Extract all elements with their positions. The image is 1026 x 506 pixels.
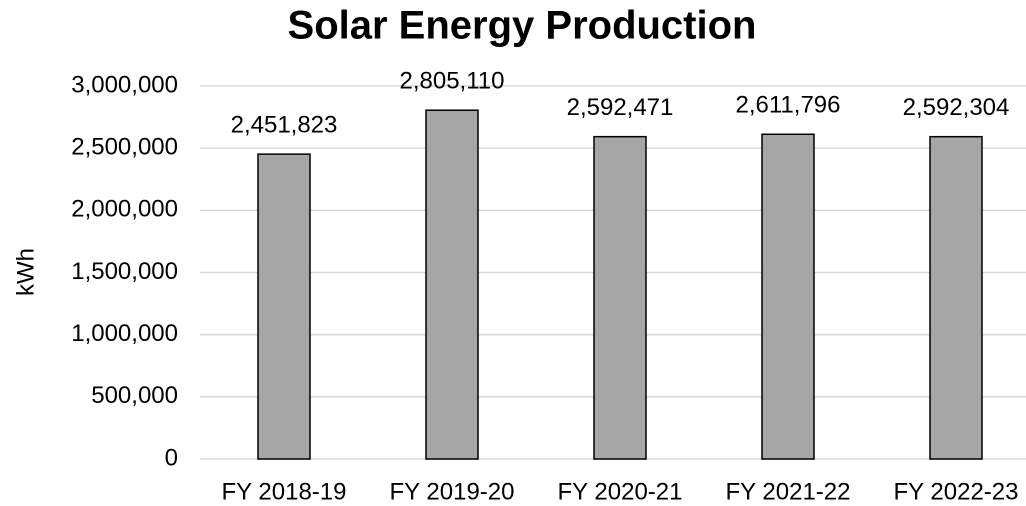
bar [257,153,311,460]
data-label: 2,592,471 [567,94,674,121]
y-tick-label: 500,000 [91,382,178,409]
bar [761,133,815,460]
x-tick-label: FY 2021-22 [726,478,851,505]
data-label: 2,592,304 [903,94,1010,121]
data-label: 2,805,110 [400,68,505,95]
bar [929,135,983,460]
x-tick-label: FY 2020-21 [558,478,683,505]
y-tick-label: 0 [165,444,178,471]
y-axis-label: kWh [12,248,39,296]
bar [425,109,479,460]
bar [593,135,647,460]
y-tick-label: 2,500,000 [71,134,178,161]
data-label: 2,451,823 [231,112,338,139]
x-tick-label: FY 2022-23 [894,478,1019,505]
y-tick-label: 3,000,000 [71,71,178,98]
x-tick-label: FY 2018-19 [222,478,347,505]
y-tick-label: 2,000,000 [71,196,178,223]
x-tick-label: FY 2019-20 [390,478,515,505]
y-tick-label: 1,500,000 [71,258,178,285]
data-label: 2,611,796 [736,92,841,119]
y-tick-label: 1,000,000 [71,320,178,347]
chart-title: Solar Energy Production [288,4,757,48]
